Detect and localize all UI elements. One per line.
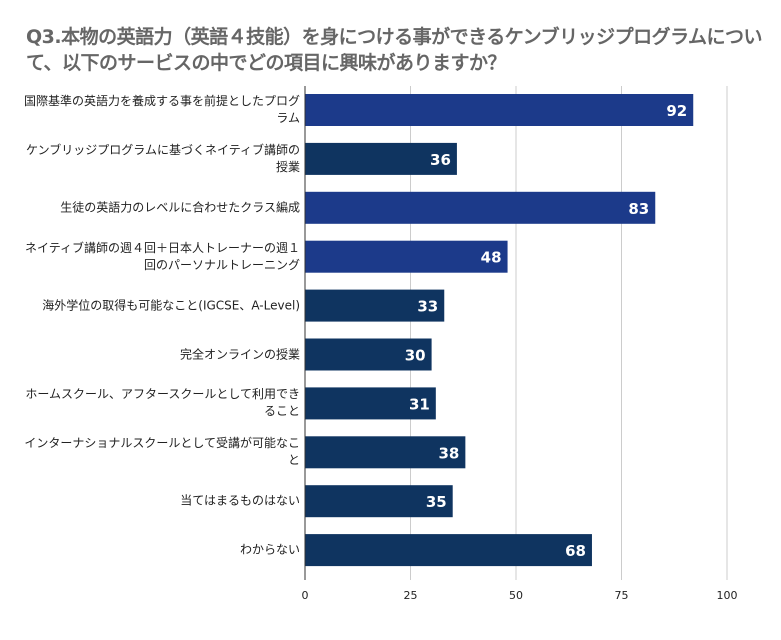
bar xyxy=(305,436,466,469)
x-tick-label: 75 xyxy=(615,589,629,602)
category-label: わからない xyxy=(239,542,300,557)
bar-value-label: 35 xyxy=(426,493,447,511)
category-label: 当てはまるものはない xyxy=(180,493,300,508)
bar-value-label: 31 xyxy=(409,395,430,413)
category-label: 海外学位の取得も可能なこと(IGCSE、A-Level) xyxy=(42,298,300,313)
bar-value-label: 48 xyxy=(481,249,502,267)
x-tick-label: 25 xyxy=(404,589,418,602)
category-label: ネイティブ講師の週４回＋日本人トレーナーの週１回のパーソナルトレーニング xyxy=(24,240,300,272)
bar xyxy=(305,142,457,175)
x-tick-label: 0 xyxy=(302,589,309,602)
bar xyxy=(305,485,453,518)
x-tick-label: 100 xyxy=(717,589,738,602)
chart-title: Q3.本物の英語力（英語４技能）を身につける事ができるケンブリッジプログラムにつ… xyxy=(26,26,763,74)
bar-value-label: 68 xyxy=(565,542,586,560)
x-tick-label: 50 xyxy=(509,589,523,602)
bar-value-label: 36 xyxy=(430,151,451,169)
bar xyxy=(305,387,436,420)
bar-value-label: 92 xyxy=(666,102,687,120)
bar-value-label: 33 xyxy=(417,298,438,316)
category-label: ケンブリッジプログラムに基づくネイティブ講師の授業 xyxy=(26,142,300,174)
bar-value-label: 30 xyxy=(405,347,426,365)
bar-value-label: 38 xyxy=(438,444,459,462)
bar xyxy=(305,240,508,273)
bar xyxy=(305,94,694,126)
bar-value-label: 83 xyxy=(628,200,649,218)
category-label: 国際基準の英語力を養成する事を前提としたプログラム xyxy=(23,94,300,125)
bar xyxy=(305,534,592,567)
bar xyxy=(305,338,432,371)
category-label: ホームスクール、アフタースクールとして利用できること xyxy=(25,387,300,419)
category-label: 完全オンラインの授業 xyxy=(179,347,300,361)
bar xyxy=(305,289,445,322)
category-label: インターナショナルスクールとして受講が可能なこと xyxy=(24,436,300,468)
bar xyxy=(305,191,656,224)
category-label: 生徒の英語力のレベルに合わせたクラス編成 xyxy=(60,200,300,215)
